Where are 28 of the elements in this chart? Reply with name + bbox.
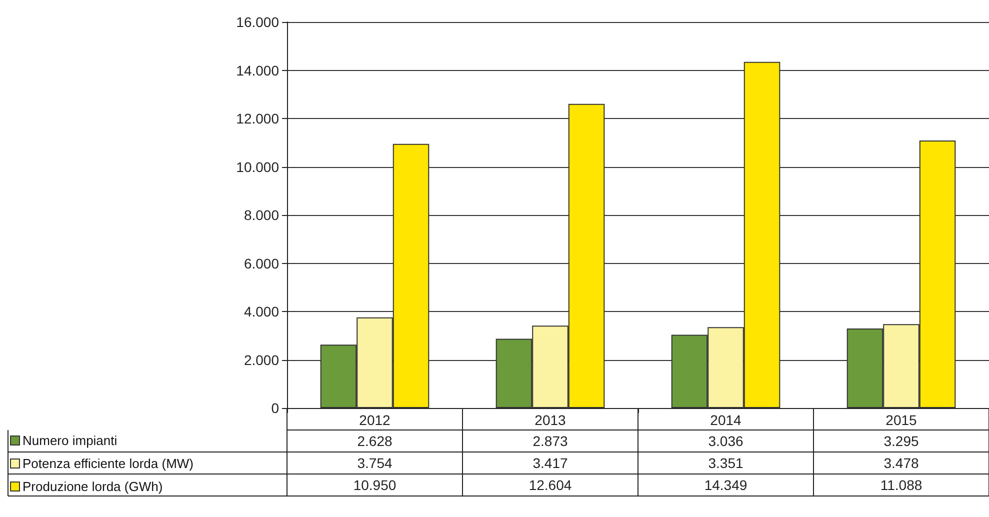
data-label: 3.351: [708, 455, 744, 471]
data-label: 11.088: [880, 477, 922, 493]
data-label: 10.950: [353, 477, 396, 493]
x-tick-label: 2015: [886, 412, 918, 428]
y-tick-label: 0: [271, 400, 280, 416]
y-tick-label: 4.000: [244, 304, 280, 320]
legend-label: Potenza efficiente lorda (MW): [22, 456, 194, 471]
y-tick-label: 16.000: [236, 14, 280, 30]
data-label: 2.873: [532, 433, 568, 449]
legend-label: Produzione lorda (GWh): [22, 479, 163, 494]
y-tick-label: 12.000: [236, 110, 280, 126]
y-tick-label: 2.000: [244, 352, 280, 368]
data-label: 3.036: [708, 433, 744, 449]
data-label: 2.628: [357, 433, 392, 449]
y-tick-label: 14.000: [236, 62, 280, 78]
data-label: 12.604: [528, 477, 572, 493]
legend-label: Numero impianti: [22, 433, 118, 448]
data-label: 3.417: [532, 455, 568, 471]
data-label: 3.754: [357, 455, 392, 471]
y-tick-label: 8.000: [244, 207, 280, 223]
y-tick-label: 10.000: [236, 158, 280, 175]
data-label: 3.478: [884, 455, 919, 471]
data-label: 14.349: [704, 477, 748, 493]
x-tick-label: 2014: [710, 412, 742, 428]
x-tick-label: 2012: [359, 412, 391, 428]
data-label: 3.295: [884, 433, 919, 449]
x-tick-label: 2013: [534, 412, 566, 428]
y-tick-label: 6.000: [244, 255, 280, 272]
